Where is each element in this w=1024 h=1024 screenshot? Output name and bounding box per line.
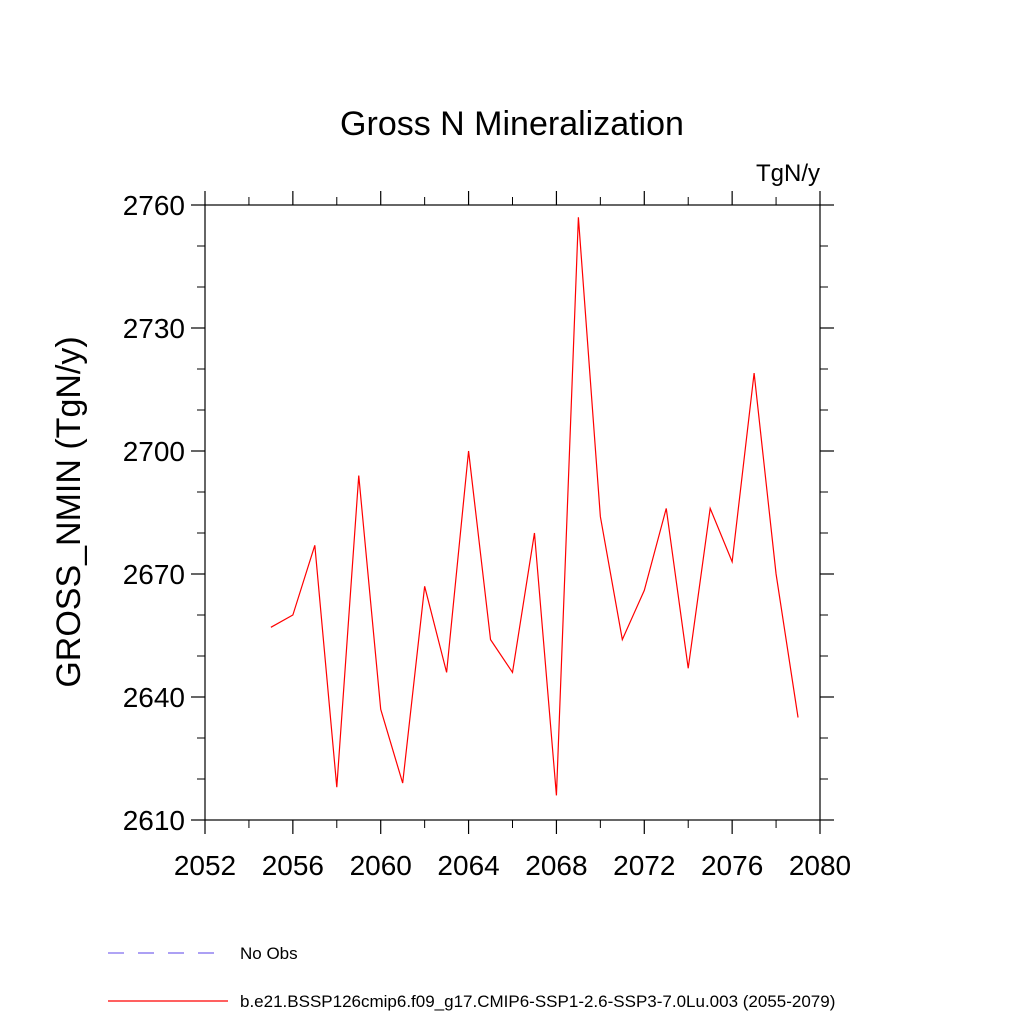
x-tick-label: 2080 (789, 850, 851, 881)
units-label: TgN/y (756, 160, 820, 187)
plot-lines (270, 217, 799, 796)
y-tick-label: 2700 (123, 436, 185, 467)
y-tick-label: 2760 (123, 190, 185, 221)
y-axis-label: GROSS_NMIN (TgN/y) (50, 336, 88, 687)
y-tick-label: 2610 (123, 805, 185, 836)
chart-title: Gross N Mineralization (340, 105, 684, 143)
axes: 2610 2640 2670 2700 2730 2760 2052 2056 2060 2064… (123, 190, 851, 881)
x-tick-label: 2060 (350, 850, 412, 881)
x-tick-label: 2076 (701, 850, 763, 881)
legend: No Obs b.e21.BSSP126cmip6.f09_g17.CMIP6-S… (108, 944, 835, 1011)
plot-frame (204, 204, 821, 821)
y-tick-label: 2670 (123, 559, 185, 590)
x-tick-label: 2064 (437, 850, 499, 881)
legend-label: No Obs (240, 944, 298, 963)
legend-label: b.e21.BSSP126cmip6.f09_g17.CMIP6-SSP1-2.… (240, 992, 835, 1011)
x-tick-label: 2072 (613, 850, 675, 881)
y-tick-label: 2730 (123, 313, 185, 344)
x-tick-label: 2052 (174, 850, 236, 881)
y-tick-label: 2640 (123, 682, 185, 713)
series-line (270, 217, 799, 796)
x-tick-label: 2068 (525, 850, 587, 881)
x-tick-label: 2056 (262, 850, 324, 881)
